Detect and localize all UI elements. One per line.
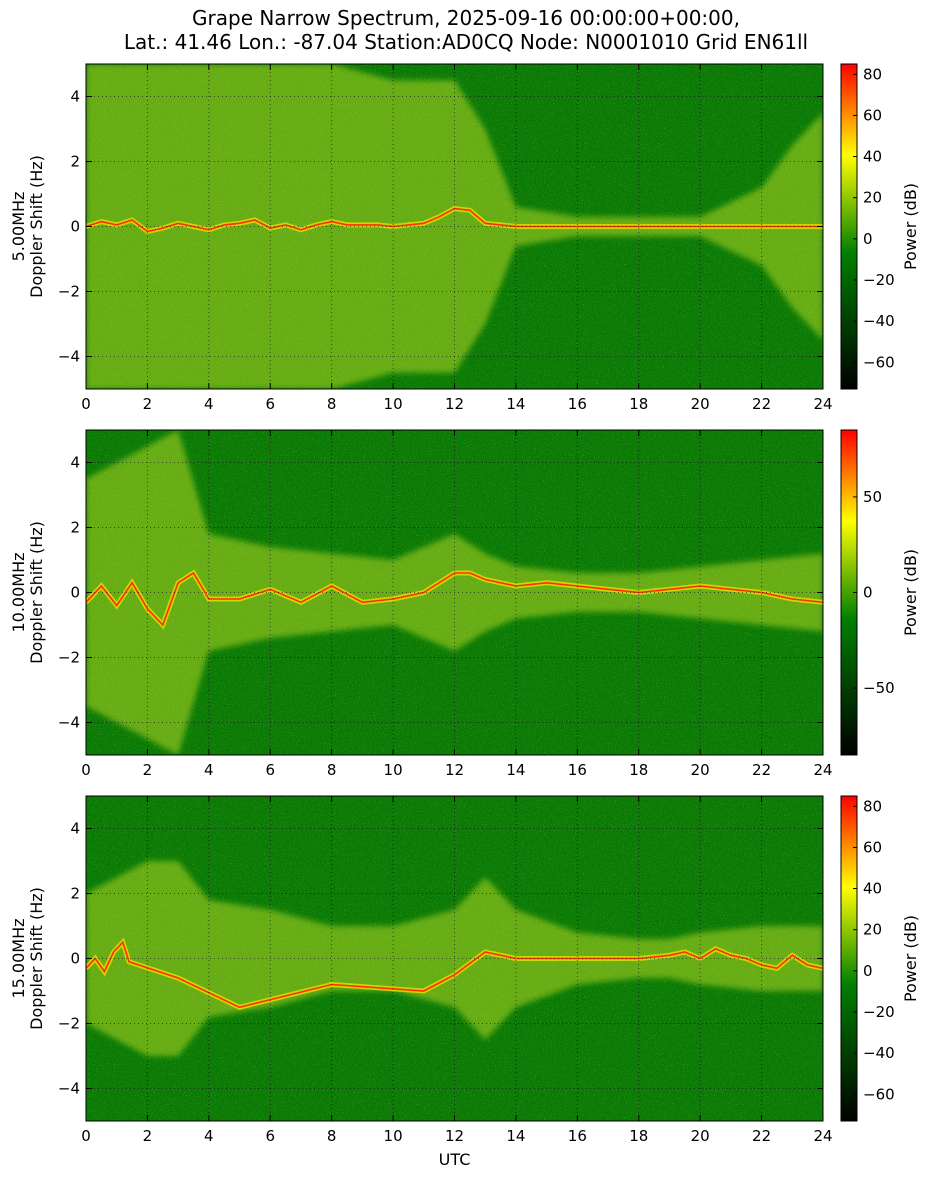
x-tick-label: 2 <box>143 1127 153 1145</box>
x-tick-label: 16 <box>568 761 587 779</box>
x-tick-label: 6 <box>265 395 275 413</box>
x-tick-label: 0 <box>81 761 91 779</box>
colorbar <box>840 795 858 1122</box>
x-tick-label: 10 <box>384 1127 403 1145</box>
colorbar-tick-label: −40 <box>863 312 895 330</box>
x-tick-label: 20 <box>691 1127 710 1145</box>
x-tick-label: 4 <box>204 1127 214 1145</box>
x-tick-label: 12 <box>445 761 464 779</box>
y-tick-label: −2 <box>58 649 80 667</box>
x-tick-label: 20 <box>691 395 710 413</box>
y-tick-label: 4 <box>70 454 80 472</box>
colorbar-tick-label: −60 <box>863 353 895 371</box>
x-tick-label: 14 <box>506 761 525 779</box>
y-tick-label: −4 <box>58 348 80 366</box>
colorbar <box>840 63 858 390</box>
plot-area <box>86 796 823 1121</box>
chart-title: Grape Narrow Spectrum, 2025-09-16 00:00:… <box>0 6 932 54</box>
y-tick-label: −4 <box>58 714 80 732</box>
colorbar-tick-label: 40 <box>863 148 882 166</box>
x-tick-label: 4 <box>204 395 214 413</box>
colorbar-tick-label: −40 <box>863 1044 895 1062</box>
y-axis-label: Doppler Shift (Hz) <box>27 155 46 298</box>
x-tick-label: 24 <box>813 1127 832 1145</box>
y-tick-label: 0 <box>70 950 80 968</box>
x-tick-label: 22 <box>752 761 771 779</box>
x-tick-label: 8 <box>327 395 337 413</box>
x-tick-label: 22 <box>752 1127 771 1145</box>
colorbar-label: Power (dB) <box>901 915 920 1002</box>
colorbar-label: Power (dB) <box>901 183 920 270</box>
y-tick-label: 4 <box>70 88 80 106</box>
x-tick-label: 2 <box>143 395 153 413</box>
x-tick-label: 14 <box>506 395 525 413</box>
colorbar-tick-label: 20 <box>863 921 882 939</box>
x-tick-label: 12 <box>445 395 464 413</box>
x-tick-label: 24 <box>813 395 832 413</box>
x-tick-label: 16 <box>568 1127 587 1145</box>
x-tick-label: 8 <box>327 1127 337 1145</box>
x-tick-label: 0 <box>81 395 91 413</box>
colorbar-tick-label: 40 <box>863 880 882 898</box>
colorbar-tick-label: 60 <box>863 106 882 124</box>
y-tick-label: 0 <box>70 584 80 602</box>
x-tick-label: 16 <box>568 395 587 413</box>
y-tick-label: 2 <box>70 885 80 903</box>
x-tick-label: 24 <box>813 761 832 779</box>
y-tick-label: −2 <box>58 1015 80 1033</box>
y-axis-label: Doppler Shift (Hz) <box>27 887 46 1030</box>
x-tick-label: 14 <box>506 1127 525 1145</box>
colorbar-label: Power (dB) <box>901 549 920 636</box>
y-axis-label: 10.00MHz <box>9 552 28 632</box>
x-tick-label: 6 <box>265 1127 275 1145</box>
x-tick-label: 8 <box>327 761 337 779</box>
x-tick-label: 10 <box>384 395 403 413</box>
colorbar-tick-label: 80 <box>863 65 882 83</box>
colorbar-tick-label: −60 <box>863 1085 895 1103</box>
y-tick-label: −4 <box>58 1080 80 1098</box>
y-tick-label: 0 <box>70 218 80 236</box>
colorbar-tick-label: 20 <box>863 189 882 207</box>
y-tick-label: −2 <box>58 283 80 301</box>
x-tick-label: 18 <box>629 395 648 413</box>
x-tick-label: 18 <box>629 1127 648 1145</box>
x-axis-label: UTC <box>439 1150 471 1169</box>
chart-title-line-1: Grape Narrow Spectrum, 2025-09-16 00:00:… <box>192 6 740 30</box>
colorbar-tick-label: 80 <box>863 797 882 815</box>
y-tick-label: 2 <box>70 153 80 171</box>
x-tick-label: 12 <box>445 1127 464 1145</box>
colorbar-tick-label: −20 <box>863 271 895 289</box>
plot-area <box>86 64 823 389</box>
plot-area <box>86 430 823 755</box>
x-tick-label: 22 <box>752 395 771 413</box>
colorbar-tick-label: 50 <box>863 488 882 506</box>
x-tick-label: 0 <box>81 1127 91 1145</box>
chart-title-line-2: Lat.: 41.46 Lon.: -87.04 Station:AD0CQ N… <box>123 30 809 54</box>
x-tick-label: 2 <box>143 761 153 779</box>
colorbar-tick-label: 0 <box>863 584 873 602</box>
y-tick-label: 4 <box>70 820 80 838</box>
colorbar-tick-label: −20 <box>863 1003 895 1021</box>
y-axis-label: 5.00MHz <box>9 192 28 262</box>
x-tick-label: 18 <box>629 761 648 779</box>
doppler-trace <box>86 207 823 233</box>
colorbar-tick-label: −50 <box>863 679 895 697</box>
colorbar-tick-label: 0 <box>863 962 873 980</box>
doppler-trace <box>86 571 823 627</box>
y-axis-label: 15.00MHz <box>9 918 28 998</box>
y-axis-label: Doppler Shift (Hz) <box>27 521 46 664</box>
y-tick-label: 2 <box>70 519 80 537</box>
colorbar-tick-label: 60 <box>863 838 882 856</box>
x-tick-label: 20 <box>691 761 710 779</box>
x-tick-label: 4 <box>204 761 214 779</box>
x-tick-label: 6 <box>265 761 275 779</box>
colorbar-tick-label: 0 <box>863 230 873 248</box>
x-tick-label: 10 <box>384 761 403 779</box>
